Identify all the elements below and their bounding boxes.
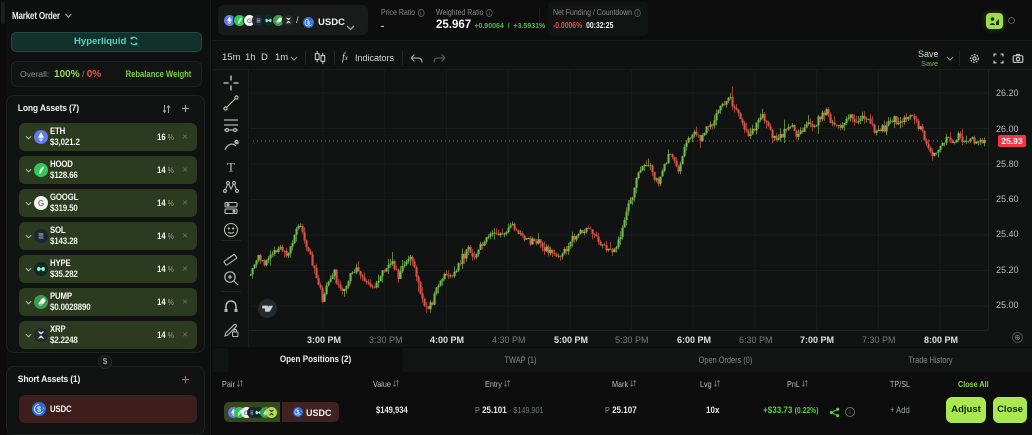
- svg-text:G: G: [244, 409, 249, 416]
- svg-text:$: $: [307, 20, 311, 26]
- svg-text:$: $: [297, 410, 300, 416]
- svg-text:$: $: [37, 405, 41, 414]
- svg-text:G: G: [247, 18, 252, 25]
- svg-text:G: G: [38, 197, 45, 207]
- svg-text:T: T: [227, 160, 235, 175]
